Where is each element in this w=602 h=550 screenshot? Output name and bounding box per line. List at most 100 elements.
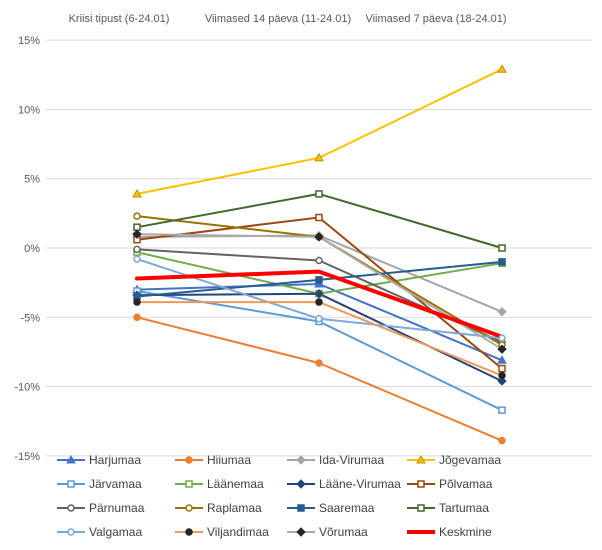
legend-label: Viljandimaa [207,525,269,539]
legend-label: Võrumaa [319,525,368,539]
legend-item-polvamaa: Põlvamaa [406,478,556,490]
data-point-laane-virumaa [314,289,324,299]
data-point-valgamaa [498,334,506,342]
data-point-vorumaa [314,232,324,242]
series-line-hiiumaa [136,316,503,442]
data-point-tartumaa [417,504,425,512]
legend-label: Keskmine [439,525,492,539]
data-point-laane-virumaa [497,376,507,386]
data-point-viljandimaa [498,371,506,380]
y-axis-tick-label: -15% [14,451,40,463]
legend-label: Hiiumaa [207,453,252,467]
data-point-laane-virumaa [296,479,306,489]
legend-marker-laanemaa [175,480,203,488]
y-axis-tick-label: -5% [20,312,40,324]
legend-label: Valgamaa [89,525,143,539]
series-line-jogevamaa [136,68,503,195]
data-point-jarvamaa [498,406,506,414]
legend-item-jogevamaa: Jõgevamaa [406,454,556,466]
legend-label: Jõgevamaa [439,453,502,467]
data-point-saaremaa [297,504,305,512]
data-point-jogevamaa [132,188,142,198]
legend-item-keskmine: Keskmine [406,526,556,538]
data-point-hiiumaa [498,436,506,445]
data-point-hiiumaa [133,313,141,322]
data-point-valgamaa [315,314,323,323]
data-point-ida-virumaa [497,307,507,317]
data-point-viljandimaa [133,298,141,306]
y-axis-tick-label: 15% [18,35,40,47]
legend-marker-harjumaa [57,454,85,464]
data-point-tartumaa [315,190,323,198]
data-point-tartumaa [498,244,506,252]
data-point-polvamaa [315,213,323,222]
legend-item-laanemaa: Läänemaa [174,478,286,490]
legend-marker-saaremaa [287,504,315,512]
data-point-raplamaa [185,504,193,512]
data-point-harjumaa [66,454,76,464]
data-point-laanemaa [185,480,193,488]
data-point-vorumaa [497,344,507,354]
legend-label: Lääne-Virumaa [319,477,401,491]
legend-marker-jarvamaa [57,480,85,488]
legend-label: Harjumaa [89,453,142,467]
data-point-viljandimaa [315,298,323,306]
data-point-hiiumaa [185,456,193,464]
data-point-hiiumaa [315,359,323,367]
data-point-jogevamaa [314,152,324,162]
data-point-harjumaa [497,355,507,364]
legend-label: Tartumaa [439,501,490,515]
y-axis-tick-label: 5% [24,174,40,186]
legend-marker-hiiumaa [175,456,203,464]
legend-marker-jogevamaa [407,454,435,464]
y-axis-tick-label: 0% [24,243,40,255]
series-line-keskmine [135,269,504,339]
legend-item-hiiumaa: Hiiumaa [174,454,286,466]
legend-marker-raplamaa [175,504,203,512]
legend-label: Saaremaa [319,501,375,515]
legend-item-laane-virumaa: Lääne-Virumaa [286,478,406,490]
data-point-jarvamaa [67,480,75,488]
legend-marker-tartumaa [407,504,435,512]
data-point-vorumaa [296,527,306,537]
legend-item-harjumaa: Harjumaa [56,454,174,466]
data-point-parnumaa [67,504,75,512]
data-point-vorumaa [132,229,142,239]
data-point-ida-virumaa [296,455,306,465]
data-point-saaremaa [498,258,506,266]
series-line-jarvamaa [136,290,503,412]
data-point-valgamaa [133,255,141,263]
data-point-polvamaa [417,480,425,488]
data-point-valgamaa [67,528,75,536]
data-point-parnumaa [133,245,141,254]
legend-item-vorumaa: Võrumaa [286,526,406,538]
data-point-raplamaa [133,212,141,220]
x-axis-category-label: Kriisi tipust (6-24.01) [69,13,170,25]
data-point-jogevamaa [416,454,426,464]
legend-label: Järvamaa [89,477,142,491]
data-point-jogevamaa [497,64,507,73]
y-axis-tick-label: 10% [18,104,40,116]
legend-marker-keskmine [407,530,435,534]
data-point-parnumaa [315,256,323,265]
y-axis-tick-label: -10% [14,382,40,394]
legend-marker-ida-virumaa [287,455,315,465]
data-point-saaremaa [315,276,323,284]
legend-marker-parnumaa [57,504,85,512]
x-axis-category-label: Viimased 7 päeva (18-24.01) [365,13,506,25]
legend-item-ida-virumaa: Ida-Virumaa [286,454,406,466]
legend-label: Ida-Virumaa [319,453,385,467]
legend-marker-viljandimaa [175,528,203,536]
legend-item-valgamaa: Valgamaa [56,526,174,538]
legend-item-saaremaa: Saaremaa [286,502,406,514]
data-point-polvamaa [498,364,506,373]
legend-label: Raplamaa [207,501,262,515]
legend-item-viljandimaa: Viljandimaa [174,526,286,538]
legend-item-tartumaa: Tartumaa [406,502,556,514]
legend-item-jarvamaa: Järvamaa [56,478,174,490]
chart-legend: Harjumaa Hiiumaa Ida-Virumaa Jõgevamaa Järva… [56,448,556,544]
legend-marker-vorumaa [287,527,315,537]
data-point-tartumaa [133,223,141,231]
